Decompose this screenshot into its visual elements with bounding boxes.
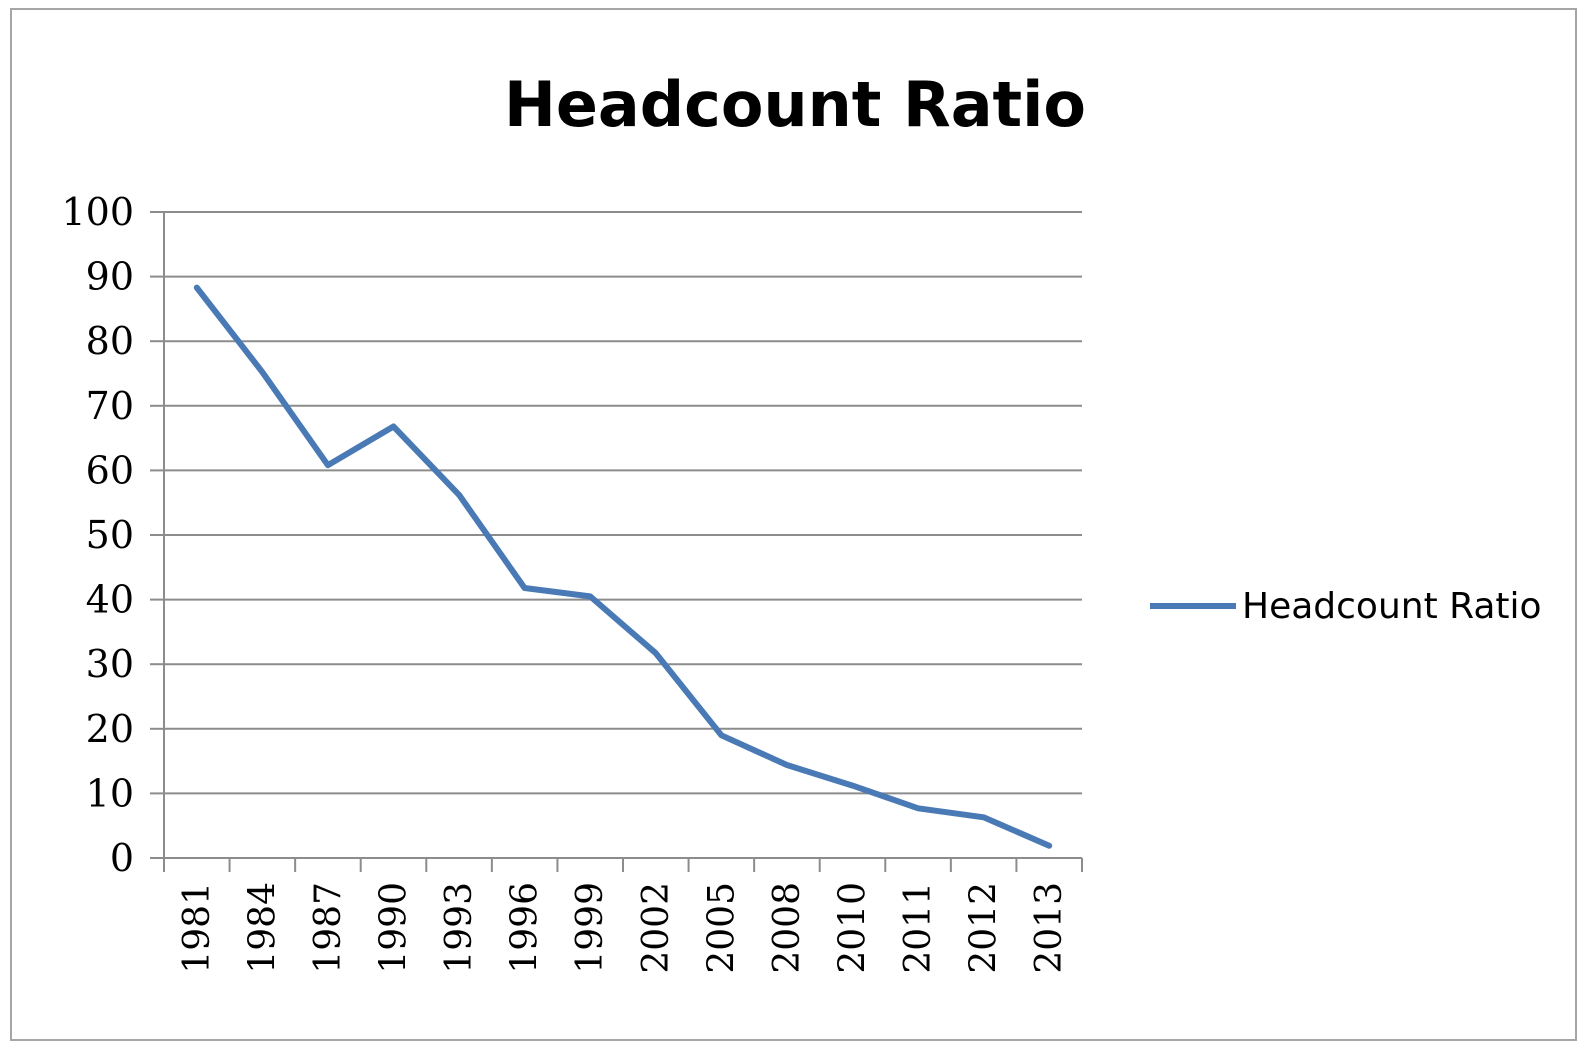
legend: Headcount Ratio xyxy=(1150,586,1542,627)
x-tick-label: 2005 xyxy=(701,882,742,974)
series-line-0 xyxy=(193,284,1053,849)
x-tick-label: 1987 xyxy=(308,882,349,974)
y-tick-label: 20 xyxy=(86,707,134,751)
x-tick-label: 1999 xyxy=(570,882,611,974)
x-tick-label: 1996 xyxy=(505,882,546,974)
y-tick-label: 90 xyxy=(86,255,134,299)
x-axis: 1981 1984 1987 1990 1993 1996 1999 2002 2005 2008… xyxy=(163,858,1083,974)
y-tick-label: 100 xyxy=(61,190,134,234)
gridlines xyxy=(164,211,1082,859)
y-tick-label: 50 xyxy=(86,513,134,557)
x-tick-label: 2010 xyxy=(833,882,874,974)
y-tick-label: 70 xyxy=(86,384,134,428)
y-tick-label: 30 xyxy=(86,642,134,686)
chart-title: Headcount Ratio xyxy=(504,68,1086,141)
x-tick-label: 2013 xyxy=(1029,882,1070,974)
y-tick-label: 10 xyxy=(86,771,134,815)
chart-frame xyxy=(10,8,1577,1041)
y-tick-label: 40 xyxy=(86,578,134,622)
x-tick-label: 2008 xyxy=(767,882,808,974)
y-axis: 0 10 20 30 40 50 60 70 80 90 100 xyxy=(61,190,165,880)
legend-label: Headcount Ratio xyxy=(1242,586,1542,627)
y-tick-label: 80 xyxy=(86,319,134,363)
x-tick-label: 1993 xyxy=(439,882,480,974)
x-tick-label: 1981 xyxy=(177,882,218,974)
x-tick-label: 2011 xyxy=(898,882,939,974)
x-tick-label: 1990 xyxy=(374,882,415,974)
x-tick-label: 1984 xyxy=(242,882,283,974)
x-tick-label: 2012 xyxy=(964,882,1005,974)
y-tick-label: 0 xyxy=(110,836,134,880)
y-tick-label: 60 xyxy=(86,448,134,492)
x-tick-label: 2002 xyxy=(636,882,677,974)
series-layer xyxy=(193,284,1053,849)
